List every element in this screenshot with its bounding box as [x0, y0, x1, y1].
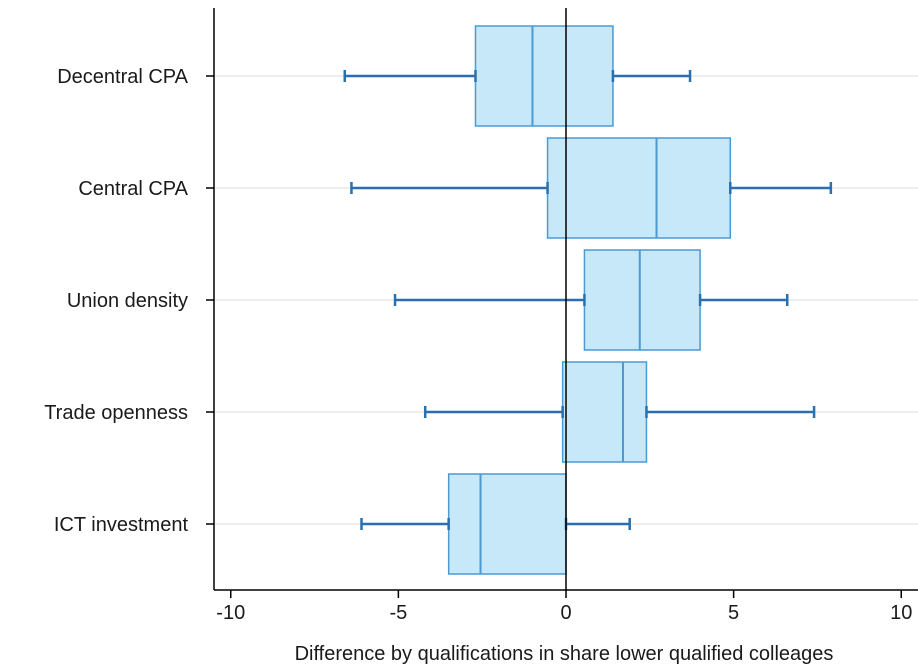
x-tick-label: 5 [728, 602, 739, 624]
category-label: ICT investment [54, 514, 189, 536]
category-label: Trade openness [44, 402, 188, 424]
x-tick-label: 0 [560, 602, 571, 624]
box-group-union-density [393, 249, 789, 351]
iqr-box [474, 25, 614, 127]
iqr-box [546, 137, 732, 239]
box-group-trade-openness [423, 361, 816, 463]
x-tick-label: -10 [216, 602, 245, 624]
category-label: Union density [67, 290, 188, 312]
x-tick-label: 10 [890, 602, 912, 624]
x-tick-label: -5 [389, 602, 407, 624]
box-layer [343, 8, 833, 590]
box-group-decentral-cpa [343, 25, 692, 127]
category-label: Central CPA [78, 178, 188, 200]
category-label: Decentral CPA [57, 66, 188, 88]
iqr-box [447, 473, 567, 575]
box-group-ict-investment [360, 473, 631, 575]
iqr-box [583, 249, 701, 351]
iqr-box [561, 361, 648, 463]
box-group-central-cpa [350, 137, 833, 239]
x-axis-title: Difference by qualifications in share lo… [295, 643, 834, 665]
axis-layer: Decentral CPA Central CPA Union density Tra… [44, 8, 918, 624]
